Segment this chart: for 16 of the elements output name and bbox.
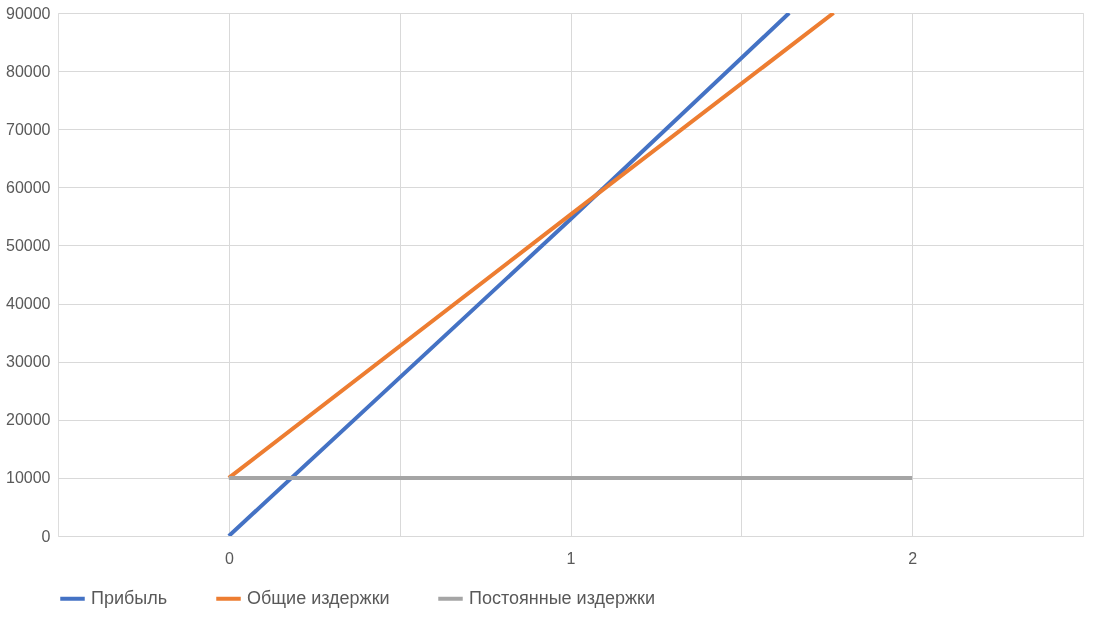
legend-label: Прибыль [91, 587, 168, 608]
y-tick-label: 60000 [6, 178, 51, 196]
x-tick-label: 0 [224, 549, 234, 567]
y-tick-label: 90000 [6, 4, 51, 22]
y-tick-label: 30000 [6, 353, 51, 371]
y-tick-label: 80000 [6, 62, 51, 80]
y-tick-label: 10000 [6, 469, 51, 487]
legend-label: Постоянные издержки [469, 587, 655, 608]
y-tick-label: 50000 [6, 236, 51, 254]
y-tick-label: 20000 [6, 411, 51, 429]
y-tick-label: 0 [41, 527, 51, 545]
y-tick-label: 70000 [6, 120, 51, 138]
y-tick-label: 40000 [6, 295, 51, 313]
x-tick-label: 1 [566, 549, 576, 567]
x-tick-label: 2 [908, 549, 918, 567]
legend-label: Общие издержки [247, 587, 390, 608]
